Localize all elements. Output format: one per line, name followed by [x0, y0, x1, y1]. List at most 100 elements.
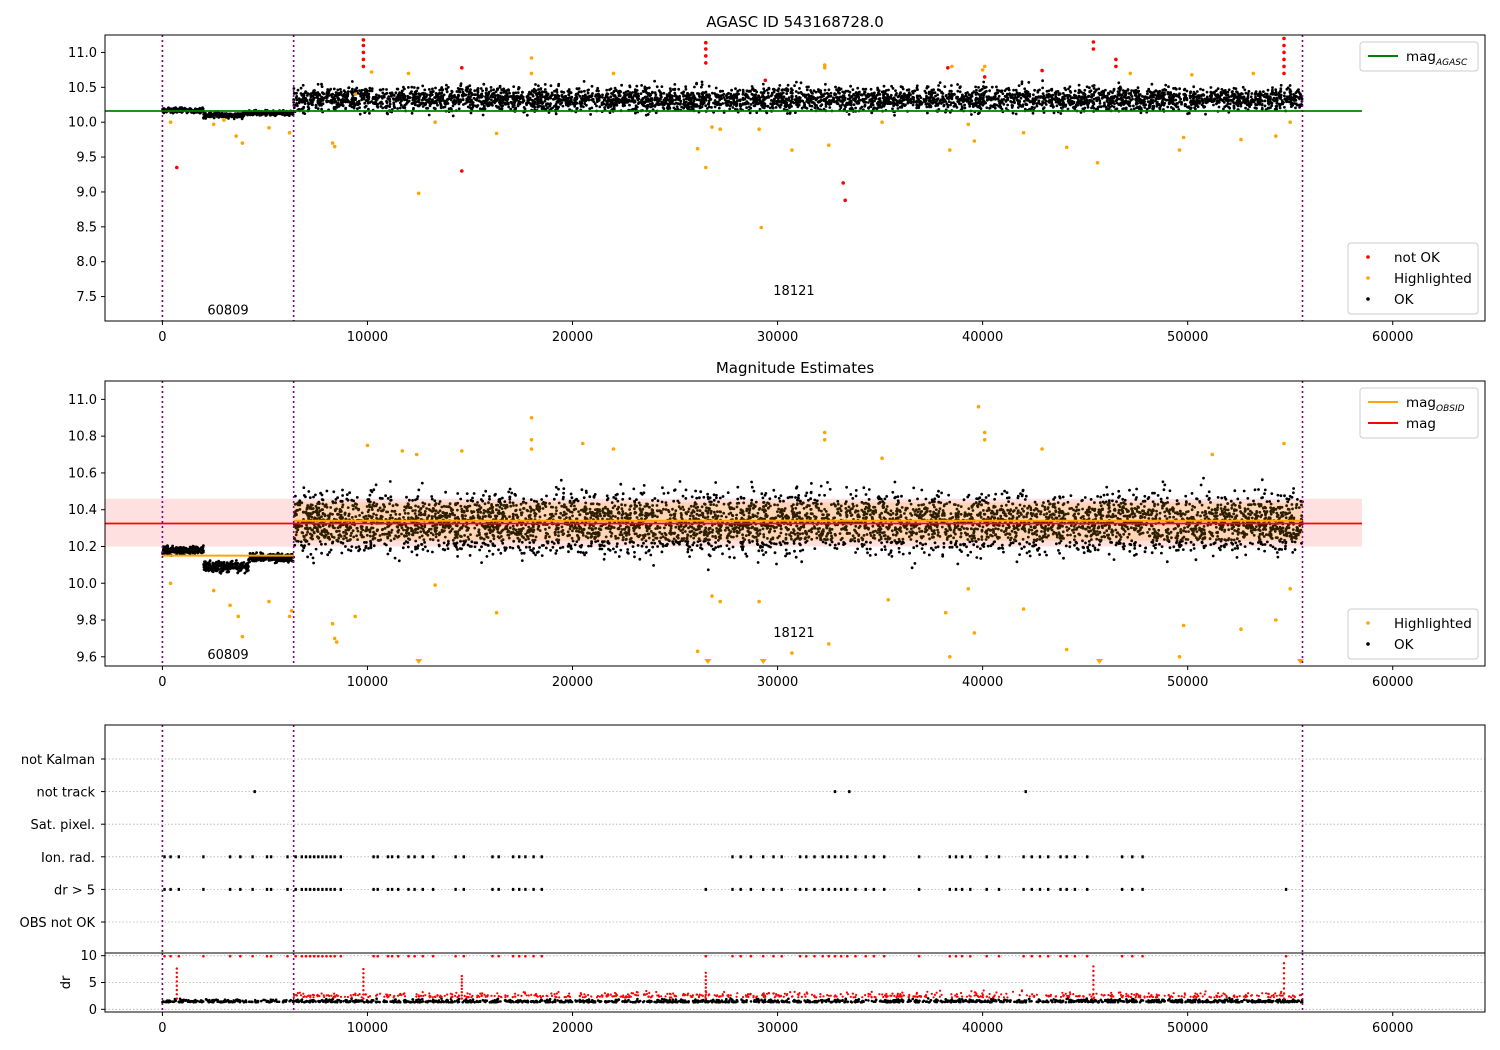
- ok-point: [1071, 102, 1074, 106]
- ok-point: [1150, 91, 1154, 94]
- ok-point: [407, 86, 410, 89]
- ok-point: [532, 104, 536, 107]
- ok-point: [1147, 104, 1151, 107]
- ok-point: [829, 94, 833, 98]
- ok-point: [1033, 99, 1037, 103]
- ok-point: [311, 103, 314, 107]
- ok-point: [736, 99, 739, 103]
- ok-point: [704, 104, 708, 108]
- ok-point: [441, 95, 445, 99]
- ok-point: [767, 96, 771, 99]
- ok-point: [296, 88, 300, 92]
- ok-point: [586, 95, 590, 99]
- ok-point: [676, 102, 680, 105]
- y-tick-label: 9.0: [76, 185, 97, 200]
- ok-point: [1020, 80, 1024, 84]
- ok-point: [849, 84, 852, 88]
- ok-point: [1127, 104, 1131, 107]
- ok-point: [869, 87, 873, 91]
- ok-point: [630, 96, 634, 100]
- ok-point: [950, 89, 953, 93]
- ok-point: [685, 103, 689, 106]
- ok-point: [512, 85, 516, 88]
- ok-point: [353, 89, 357, 93]
- ok-point: [863, 104, 867, 108]
- ok-point: [512, 91, 515, 95]
- highlighted-point: [710, 125, 714, 129]
- ok-point: [1061, 99, 1064, 102]
- ok-point: [745, 89, 749, 93]
- ok-point: [573, 98, 576, 102]
- ok-point: [641, 89, 645, 93]
- ok-point: [1253, 98, 1257, 102]
- ok-point: [1051, 105, 1055, 109]
- ok-point: [384, 106, 388, 110]
- ok-point: [1292, 93, 1295, 96]
- ok-point: [1253, 106, 1257, 110]
- ok-point: [524, 102, 528, 105]
- highlighted-point: [234, 134, 238, 138]
- not-ok-point: [460, 169, 464, 173]
- ok-point: [460, 88, 464, 91]
- ok-point: [616, 90, 620, 94]
- ok-point: [705, 93, 708, 97]
- ok-point: [321, 98, 325, 102]
- ok-point: [341, 95, 345, 98]
- ok-point: [500, 107, 504, 110]
- ok-point: [732, 103, 736, 106]
- ok-point: [521, 101, 525, 104]
- ok-point: [1041, 79, 1044, 83]
- ok-point: [544, 97, 547, 101]
- ok-point: [877, 91, 880, 95]
- ok-point: [1174, 87, 1178, 91]
- ok-point: [1129, 91, 1133, 95]
- ok-point: [514, 106, 518, 110]
- ok-point: [774, 106, 778, 109]
- not-ok-point: [841, 181, 845, 185]
- ok-point: [644, 95, 648, 99]
- ok-point: [620, 83, 623, 87]
- x-tick-label: 50000: [1167, 330, 1208, 345]
- ok-point: [1294, 106, 1297, 110]
- ok-point: [1124, 92, 1128, 95]
- ok-point: [416, 104, 420, 108]
- ok-point: [724, 101, 727, 105]
- ok-point: [893, 113, 896, 117]
- ok-point: [1121, 107, 1124, 111]
- ok-point: [673, 91, 677, 95]
- ok-point: [1123, 94, 1127, 98]
- ok-point: [687, 106, 690, 109]
- ok-point: [925, 105, 929, 109]
- ok-point: [750, 92, 754, 96]
- ok-point: [1230, 90, 1234, 94]
- ok-point: [861, 87, 865, 91]
- ok-point: [985, 98, 989, 102]
- ok-point: [467, 95, 470, 99]
- ok-point: [714, 86, 718, 90]
- ok-point: [1178, 100, 1181, 104]
- ok-point: [761, 93, 764, 97]
- ok-point: [1053, 91, 1057, 95]
- ok-point: [1171, 101, 1175, 105]
- ok-point: [1227, 95, 1231, 99]
- ok-point: [953, 93, 956, 96]
- ok-point: [363, 101, 367, 105]
- ok-point: [1008, 94, 1012, 97]
- ok-point: [1146, 90, 1149, 93]
- ok-point: [498, 84, 502, 88]
- ok-point: [1014, 88, 1018, 92]
- ok-point: [1005, 92, 1009, 96]
- ok-point: [312, 96, 316, 100]
- ok-point: [587, 88, 590, 92]
- ok-point: [780, 101, 784, 104]
- ok-point: [955, 106, 959, 109]
- ok-point: [453, 99, 457, 102]
- ok-point: [682, 98, 686, 101]
- ok-point: [843, 98, 847, 102]
- ok-point: [358, 106, 361, 109]
- ok-point: [462, 103, 465, 106]
- ok-point: [894, 89, 897, 92]
- ok-point: [1274, 97, 1277, 101]
- ok-point: [828, 99, 831, 102]
- ok-point: [357, 99, 361, 103]
